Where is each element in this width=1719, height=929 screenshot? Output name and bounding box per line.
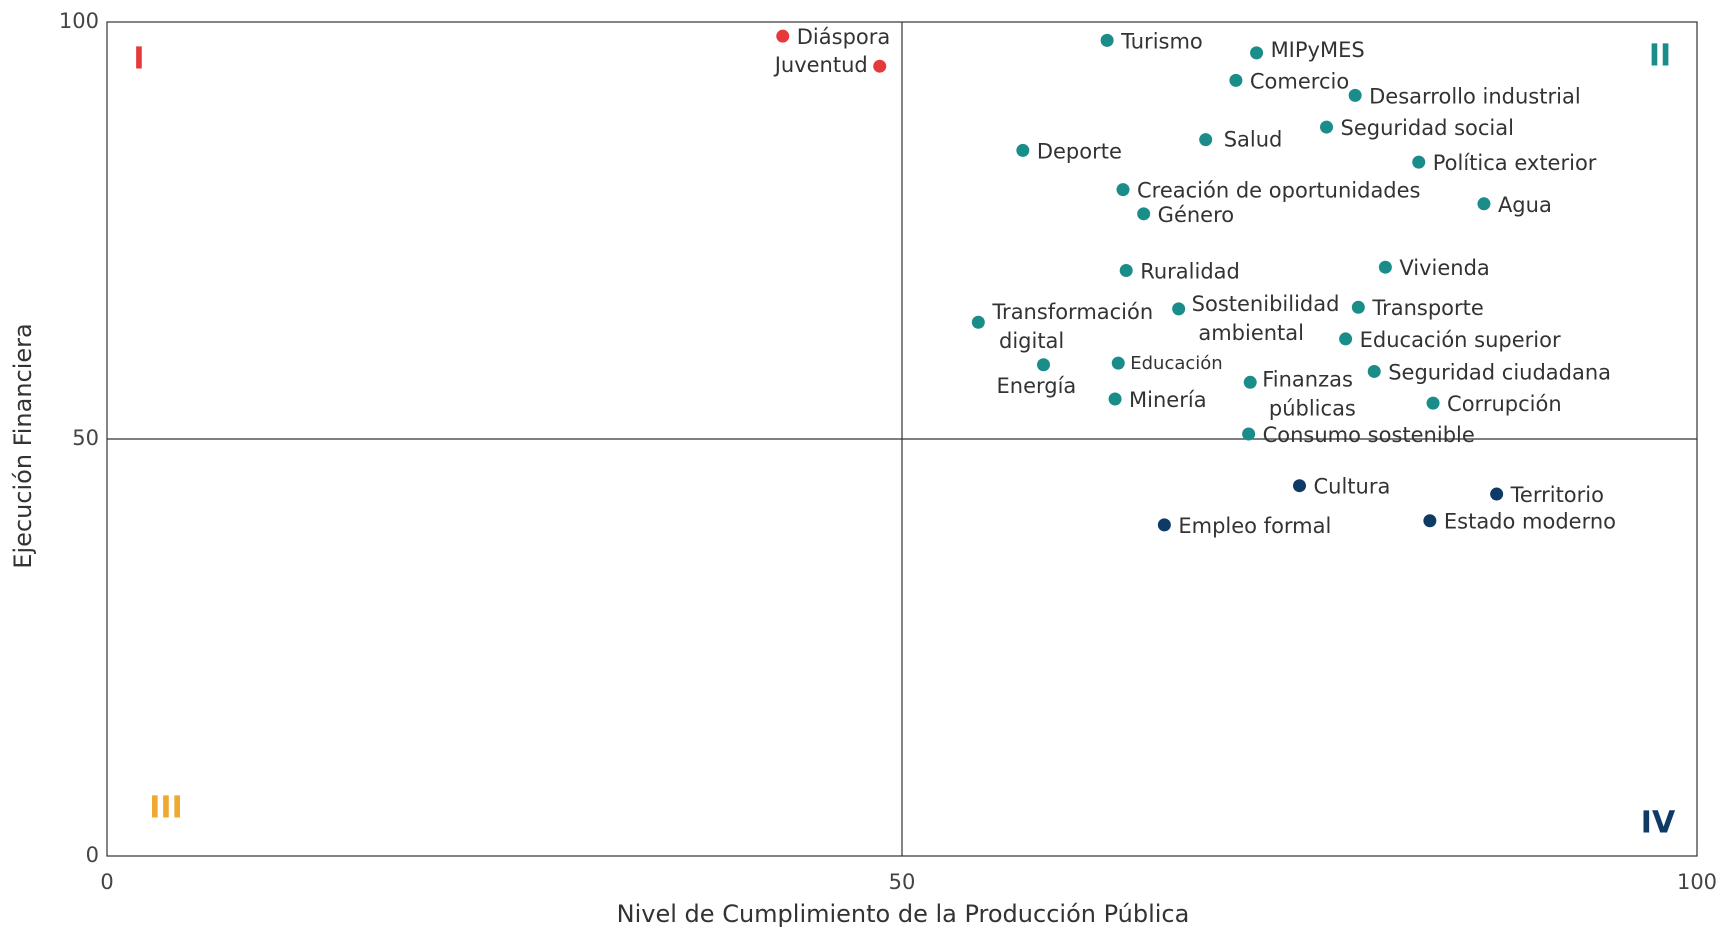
point-label: Sostenibilidad ambiental bbox=[1192, 292, 1340, 345]
point bbox=[1490, 487, 1504, 501]
x-tick-label: 0 bbox=[100, 870, 113, 894]
point bbox=[1243, 375, 1257, 389]
point bbox=[1426, 396, 1440, 410]
x-tick-label: 50 bbox=[889, 870, 916, 894]
point-label: Seguridad social bbox=[1341, 116, 1514, 140]
point-label: Empleo formal bbox=[1178, 514, 1331, 538]
point-label: Política exterior bbox=[1433, 151, 1597, 175]
point bbox=[1119, 264, 1133, 278]
point-label: Ruralidad bbox=[1140, 260, 1240, 284]
point-label: Minería bbox=[1129, 388, 1207, 412]
point bbox=[1250, 46, 1264, 60]
point bbox=[1172, 302, 1186, 316]
point bbox=[776, 29, 790, 43]
point bbox=[1116, 183, 1130, 197]
point bbox=[1351, 300, 1365, 314]
quadrant-label: IV bbox=[1641, 806, 1676, 841]
point bbox=[1157, 518, 1171, 532]
point-label: Territorio bbox=[1510, 483, 1604, 507]
point bbox=[1423, 514, 1437, 528]
point-label: Seguridad ciudadana bbox=[1388, 360, 1611, 384]
point-label: Vivienda bbox=[1399, 256, 1489, 280]
quadrant-label: III bbox=[149, 791, 183, 826]
point bbox=[1412, 155, 1426, 169]
point-label: Desarrollo industrial bbox=[1369, 84, 1581, 108]
quadrant-label: II bbox=[1649, 39, 1671, 74]
point-label: Cultura bbox=[1314, 475, 1391, 499]
point-label: Comercio bbox=[1250, 69, 1349, 93]
point bbox=[1339, 332, 1353, 346]
point bbox=[1100, 33, 1114, 47]
point-label: Género bbox=[1158, 203, 1234, 227]
point-label: Juventud bbox=[773, 53, 868, 77]
point bbox=[1378, 260, 1392, 274]
point-label: Salud bbox=[1224, 128, 1283, 152]
point-label: Corrupción bbox=[1447, 392, 1562, 416]
point bbox=[1137, 207, 1151, 221]
y-tick-label: 0 bbox=[86, 843, 99, 867]
point-label: Deporte bbox=[1037, 139, 1122, 163]
point bbox=[1229, 73, 1243, 87]
point-label: Estado moderno bbox=[1444, 510, 1616, 534]
point-label: Educación superior bbox=[1360, 328, 1561, 352]
point-label: Agua bbox=[1498, 193, 1552, 217]
point-label: MIPyMES bbox=[1271, 38, 1365, 62]
x-axis-title: Nivel de Cumplimiento de la Producción P… bbox=[617, 900, 1190, 928]
point-label: Finanzas públicas bbox=[1262, 367, 1356, 420]
point bbox=[1348, 88, 1362, 102]
point-label: Transformación digital bbox=[991, 300, 1153, 353]
point-label: Diáspora bbox=[797, 25, 891, 49]
y-tick-label: 100 bbox=[59, 9, 99, 33]
point bbox=[1367, 364, 1381, 378]
point-label: Turismo bbox=[1120, 29, 1203, 53]
point-label: Creación de oportunidades bbox=[1137, 179, 1421, 203]
x-tick-label: 100 bbox=[1677, 870, 1717, 894]
y-axis-title: Ejecución Financiera bbox=[9, 323, 37, 568]
point-label: Consumo sostenible bbox=[1263, 423, 1475, 447]
y-tick-label: 50 bbox=[72, 426, 99, 450]
point bbox=[1199, 133, 1213, 147]
point-label: Energía bbox=[997, 374, 1077, 398]
quadrant-label: I bbox=[133, 42, 144, 77]
point bbox=[1242, 427, 1256, 441]
point bbox=[1037, 358, 1051, 372]
point-label: Transporte bbox=[1371, 296, 1483, 320]
point bbox=[971, 315, 985, 329]
point bbox=[1320, 120, 1334, 134]
point bbox=[1477, 197, 1491, 211]
point bbox=[1111, 356, 1125, 370]
point bbox=[1293, 479, 1306, 493]
point bbox=[1016, 143, 1030, 157]
point bbox=[873, 59, 887, 73]
point-label: Educación bbox=[1130, 353, 1222, 374]
point bbox=[1108, 392, 1122, 406]
